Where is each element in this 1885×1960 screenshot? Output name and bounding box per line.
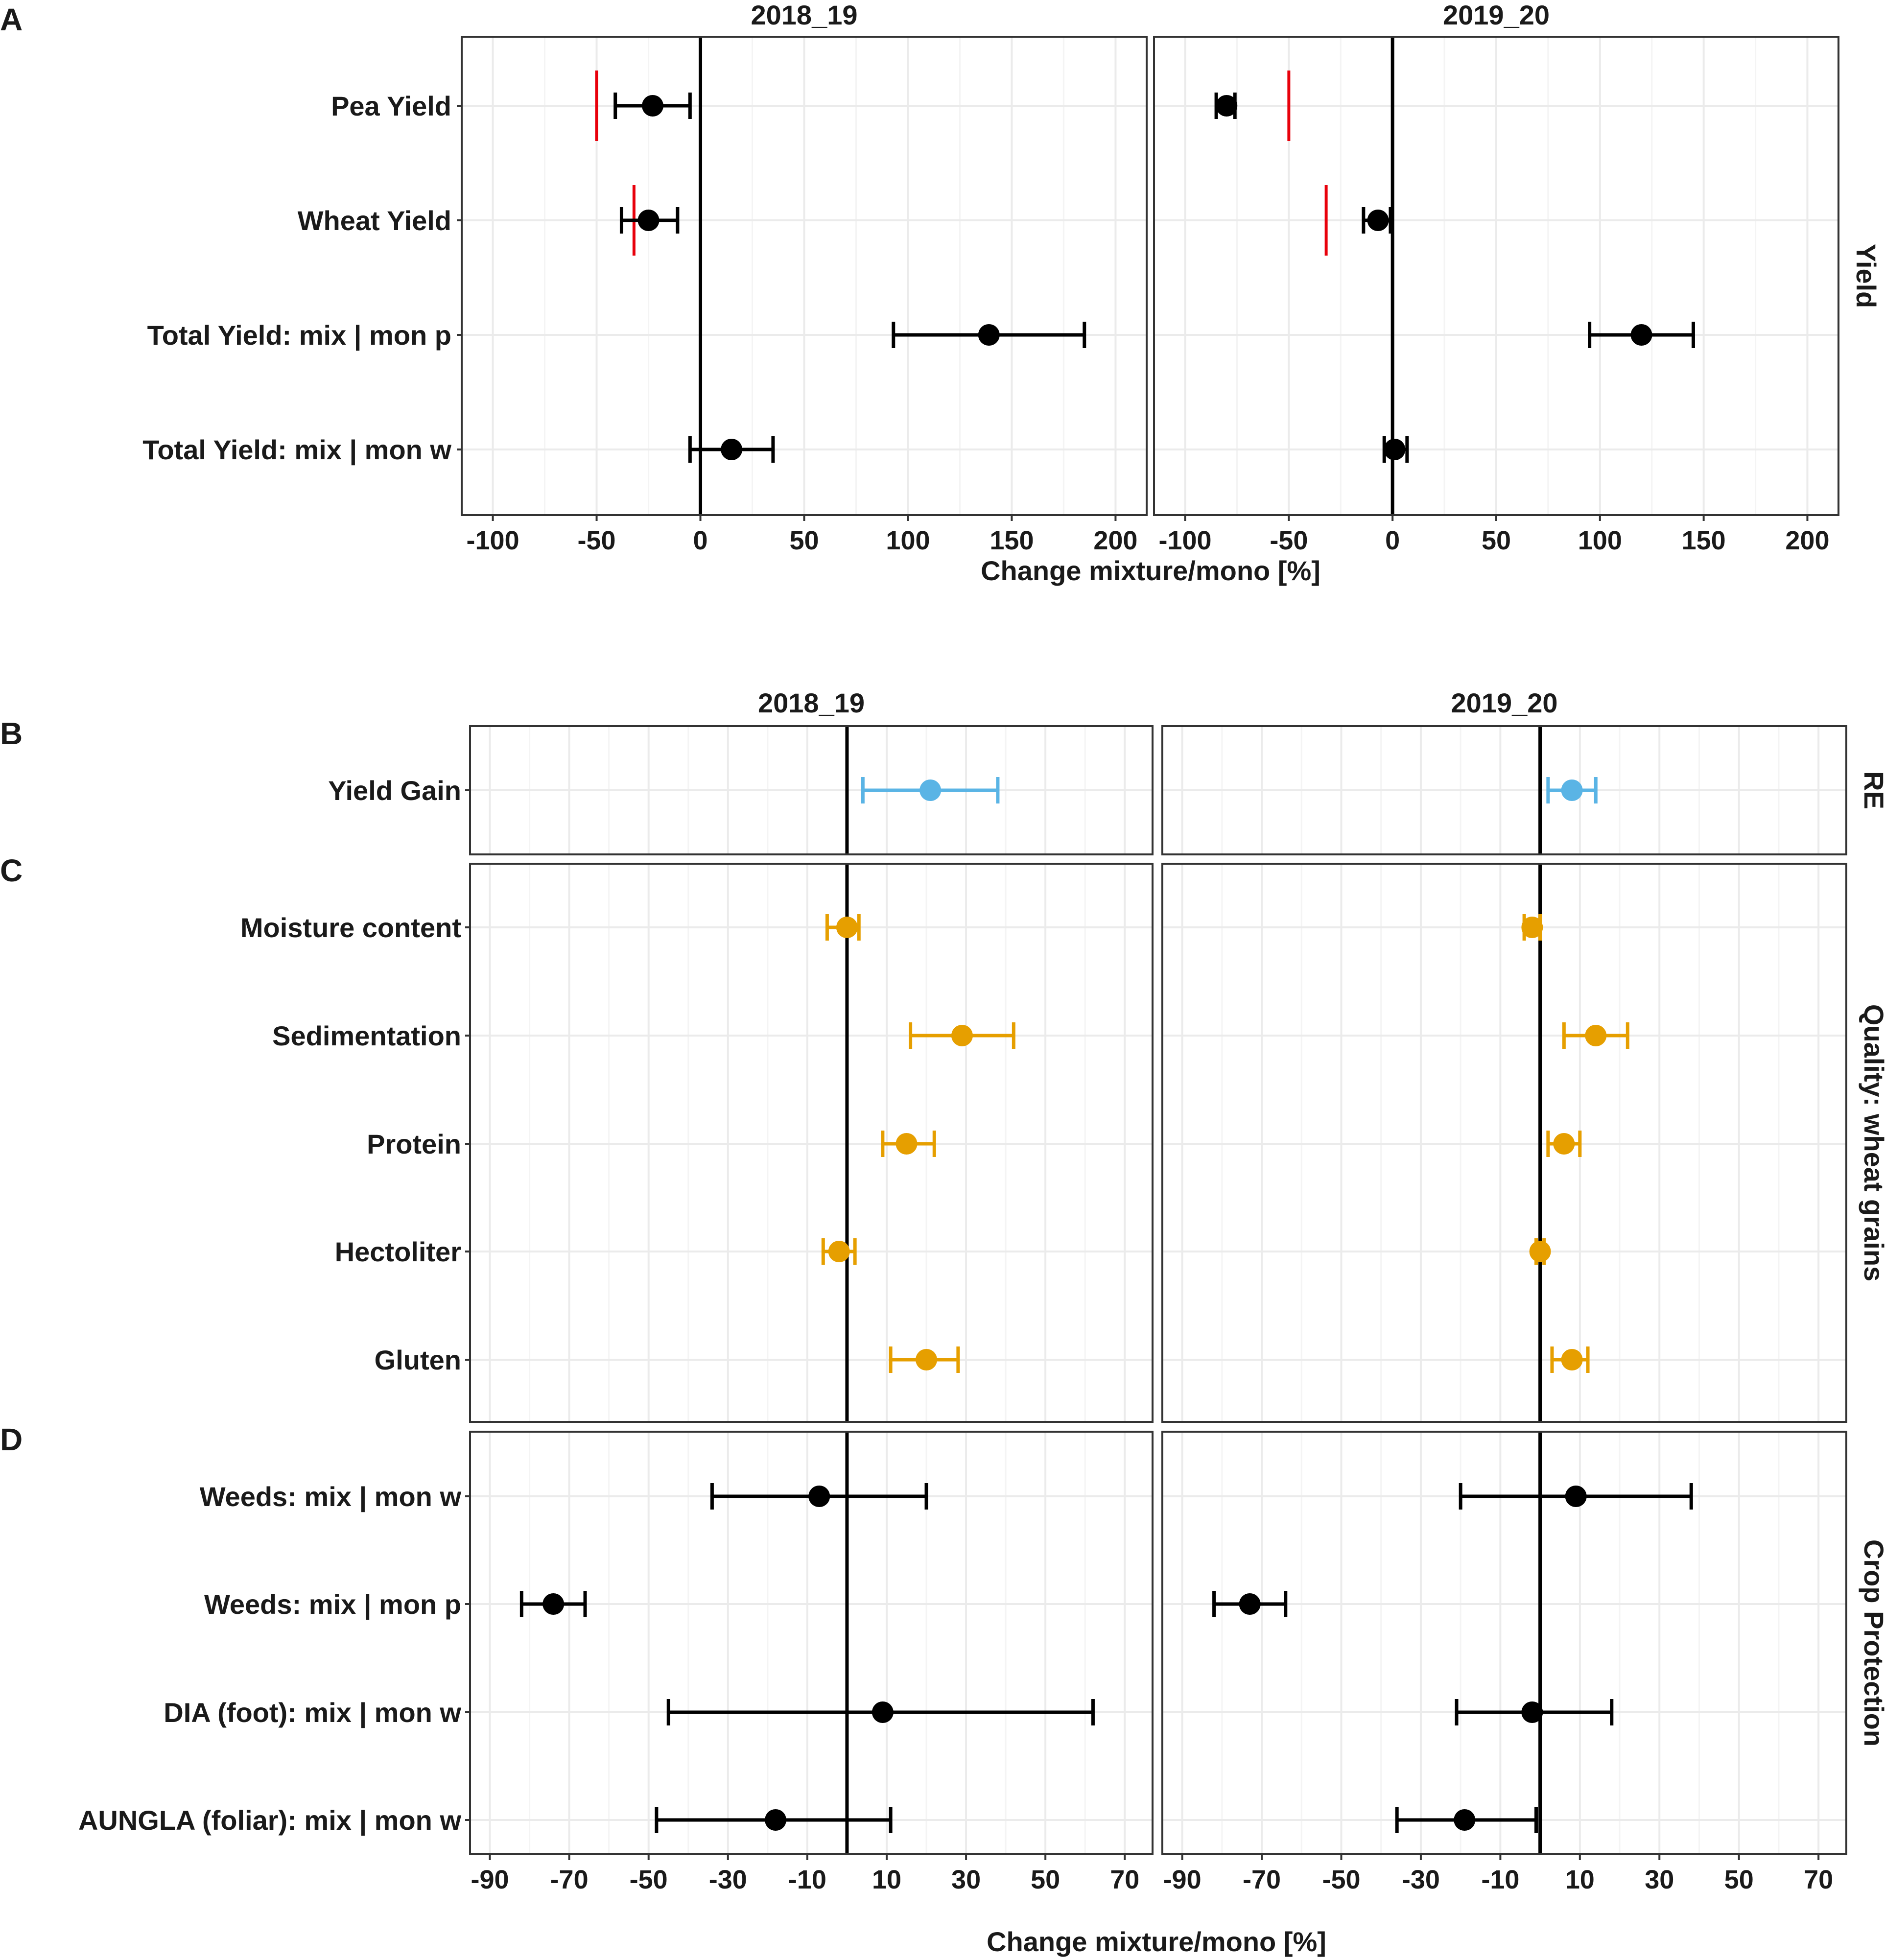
- x-tick-label: 200: [1785, 526, 1829, 555]
- panel-c-col1-point: [951, 1025, 973, 1046]
- x-tick-label: 70: [1110, 1865, 1139, 1894]
- x-tick-label: -90: [471, 1865, 509, 1894]
- panel-a-col2-point: [1630, 324, 1652, 346]
- panel-d-col2-point: [1454, 1809, 1476, 1831]
- panel-d-col1-frame: [469, 1431, 1154, 1855]
- panel-letter-b: B: [0, 716, 23, 751]
- x-tick-label: 70: [1804, 1865, 1833, 1894]
- panel-c-col2-frame: [1161, 863, 1847, 1423]
- x-tick-label: 100: [1578, 526, 1622, 555]
- x-tick-label: -10: [788, 1865, 826, 1894]
- x-tick-label: 50: [1482, 526, 1511, 555]
- y-category-label: Moisture content: [240, 912, 461, 943]
- panel-d-col1-point: [808, 1486, 830, 1507]
- x-axis-title: Change mixture/mono [%]: [987, 1926, 1326, 1957]
- y-category-label: Pea Yield: [331, 91, 451, 121]
- panel-d-col2-point: [1239, 1593, 1261, 1615]
- panel-b-col2-frame: [1161, 725, 1847, 855]
- strip-label-yield: Yield: [1851, 244, 1882, 308]
- x-tick-label: -50: [578, 526, 616, 555]
- panel-a-col2-point: [1384, 439, 1406, 460]
- y-category-label: Total Yield: mix | mon p: [147, 320, 451, 351]
- facet-title-2018_19: 2018_19: [758, 687, 865, 718]
- x-tick-label: -30: [709, 1865, 747, 1894]
- x-tick-label: 150: [1682, 526, 1726, 555]
- panel-d-col2-frame: [1161, 1431, 1847, 1855]
- x-tick-label: 30: [951, 1865, 981, 1894]
- panel-c-col2-point: [1553, 1133, 1575, 1155]
- y-category-label: Gluten: [375, 1345, 461, 1375]
- x-tick-label: 10: [1565, 1865, 1595, 1894]
- panel-b-col2-point: [1561, 779, 1583, 801]
- x-tick-label: 150: [990, 526, 1034, 555]
- panel-c-col2-point: [1561, 1349, 1583, 1370]
- panel-c-col1-point: [836, 917, 858, 938]
- y-category-label: Protein: [367, 1129, 461, 1159]
- panel-d-col2-point: [1565, 1486, 1587, 1507]
- x-tick-label: 30: [1645, 1865, 1674, 1894]
- y-category-label: Wheat Yield: [298, 205, 451, 236]
- panel-c-col2-point: [1529, 1241, 1551, 1262]
- strip-label-d: Crop Protection: [1859, 1539, 1885, 1747]
- panel-letter-c: C: [0, 853, 23, 888]
- panel-c-col2-point: [1585, 1025, 1607, 1046]
- panel-a-col1-point: [642, 95, 664, 117]
- y-category-label: Total Yield: mix | mon w: [142, 434, 451, 466]
- strip-label-b: RE: [1859, 771, 1885, 809]
- x-tick-label: -50: [630, 1865, 668, 1894]
- x-tick-label: 100: [886, 526, 930, 555]
- x-tick-label: -50: [1322, 1865, 1360, 1894]
- panel-d-col1-point: [542, 1593, 565, 1615]
- x-tick-label: -30: [1402, 1865, 1440, 1894]
- x-tick-label: 50: [1724, 1865, 1754, 1894]
- panel-d-col2-point: [1521, 1701, 1543, 1723]
- panel-a-col1-point: [721, 439, 743, 460]
- y-category-label: DIA (foot): mix | mon w: [164, 1697, 461, 1728]
- x-tick-label: 200: [1093, 526, 1137, 555]
- panel-a-col1-point: [978, 324, 1000, 346]
- x-tick-label: -100: [467, 526, 519, 555]
- panel-c-col1-point: [895, 1133, 918, 1155]
- x-tick-label: -10: [1481, 1865, 1519, 1894]
- x-tick-label: -90: [1163, 1865, 1202, 1894]
- panel-letter-a: A: [0, 2, 23, 37]
- mark-layer: [519, 37, 1695, 1854]
- x-tick-label: -50: [1270, 526, 1308, 555]
- x-tick-label: 0: [1385, 526, 1400, 555]
- panel-b-col1-point: [919, 779, 942, 801]
- panel-d-col1-point: [872, 1701, 894, 1723]
- panel-c-col1-point: [916, 1349, 938, 1370]
- y-category-label: Sedimentation: [272, 1020, 461, 1051]
- x-tick-label: 0: [693, 526, 708, 555]
- x-tick-label: 10: [872, 1865, 901, 1894]
- frame-layer: [457, 36, 1847, 1860]
- facet-title-2018_19: 2018_19: [751, 0, 857, 30]
- panel-c-col1-point: [828, 1241, 850, 1262]
- y-category-label: Hectoliter: [335, 1236, 461, 1267]
- x-tick-label: 50: [1031, 1865, 1060, 1894]
- panel-a-col2-point: [1367, 210, 1389, 231]
- x-tick-label: 50: [789, 526, 819, 555]
- panel-c-col2-point: [1521, 917, 1543, 938]
- panel-d-col1-point: [765, 1809, 787, 1831]
- y-category-label: Weeds: mix | mon p: [204, 1589, 461, 1620]
- x-axis-title: Change mixture/mono [%]: [981, 555, 1320, 586]
- x-tick-label: -70: [1243, 1865, 1281, 1894]
- facet-title-2019_20: 2019_20: [1451, 687, 1557, 718]
- panel-a-col1-point: [637, 210, 660, 231]
- facet-title-2019_20: 2019_20: [1443, 0, 1550, 30]
- y-category-label: Yield Gain: [328, 775, 461, 806]
- panel-a-col2-point: [1216, 95, 1238, 117]
- x-tick-label: -100: [1158, 526, 1211, 555]
- y-category-label: AUNGLA (foliar): mix | mon w: [78, 1805, 461, 1836]
- strip-label-c: Quality: wheat grains: [1859, 1004, 1885, 1281]
- y-category-label: Weeds: mix | mon w: [200, 1481, 462, 1512]
- x-tick-label: -70: [550, 1865, 589, 1894]
- panel-letter-d: D: [0, 1422, 23, 1457]
